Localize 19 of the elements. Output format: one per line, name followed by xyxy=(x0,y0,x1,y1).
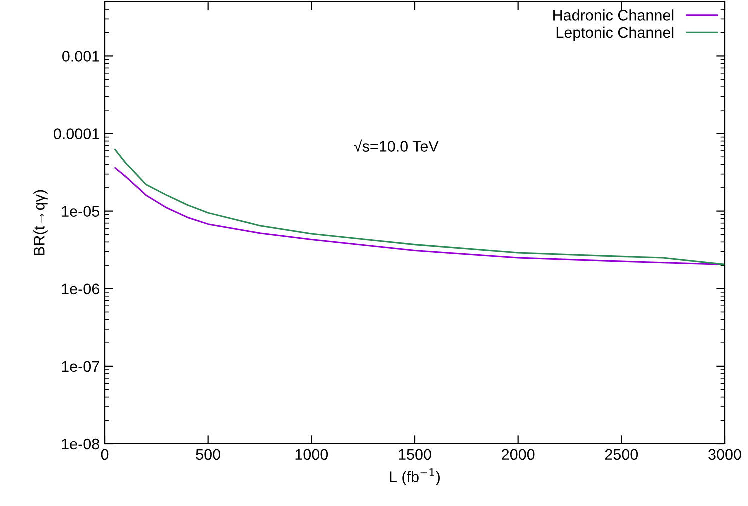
x-tick-label: 2000 xyxy=(502,449,535,460)
x-axis-title: L (fb$^{−1}$) xyxy=(390,468,440,486)
x-tick-label: 3000 xyxy=(708,449,742,460)
x-tick-label: 0 xyxy=(101,449,109,460)
x-tick-label: 1000 xyxy=(296,449,328,460)
x-tick-label: 2500 xyxy=(605,449,638,460)
x-tick-label: 1500 xyxy=(399,449,432,460)
legend-label: Leptonic Channel xyxy=(556,26,674,42)
y-tick-label: 1e-08 xyxy=(62,438,100,450)
y-tick-label: 1e-07 xyxy=(62,361,100,372)
legend-label: Hadronic Channel xyxy=(554,10,674,21)
y-axis-title: BR(t→qγ) xyxy=(34,190,48,256)
y-tick-label: 1e-06 xyxy=(62,284,100,295)
line-series xyxy=(114,167,725,266)
annotation: √s=10.0 TeV xyxy=(354,140,439,152)
y-tick-label: 1e-05 xyxy=(62,206,100,218)
x-tick-label: 500 xyxy=(196,449,220,460)
y-tick-label: 0.001 xyxy=(62,51,100,62)
y-tick-label: 0.0001 xyxy=(54,128,100,140)
